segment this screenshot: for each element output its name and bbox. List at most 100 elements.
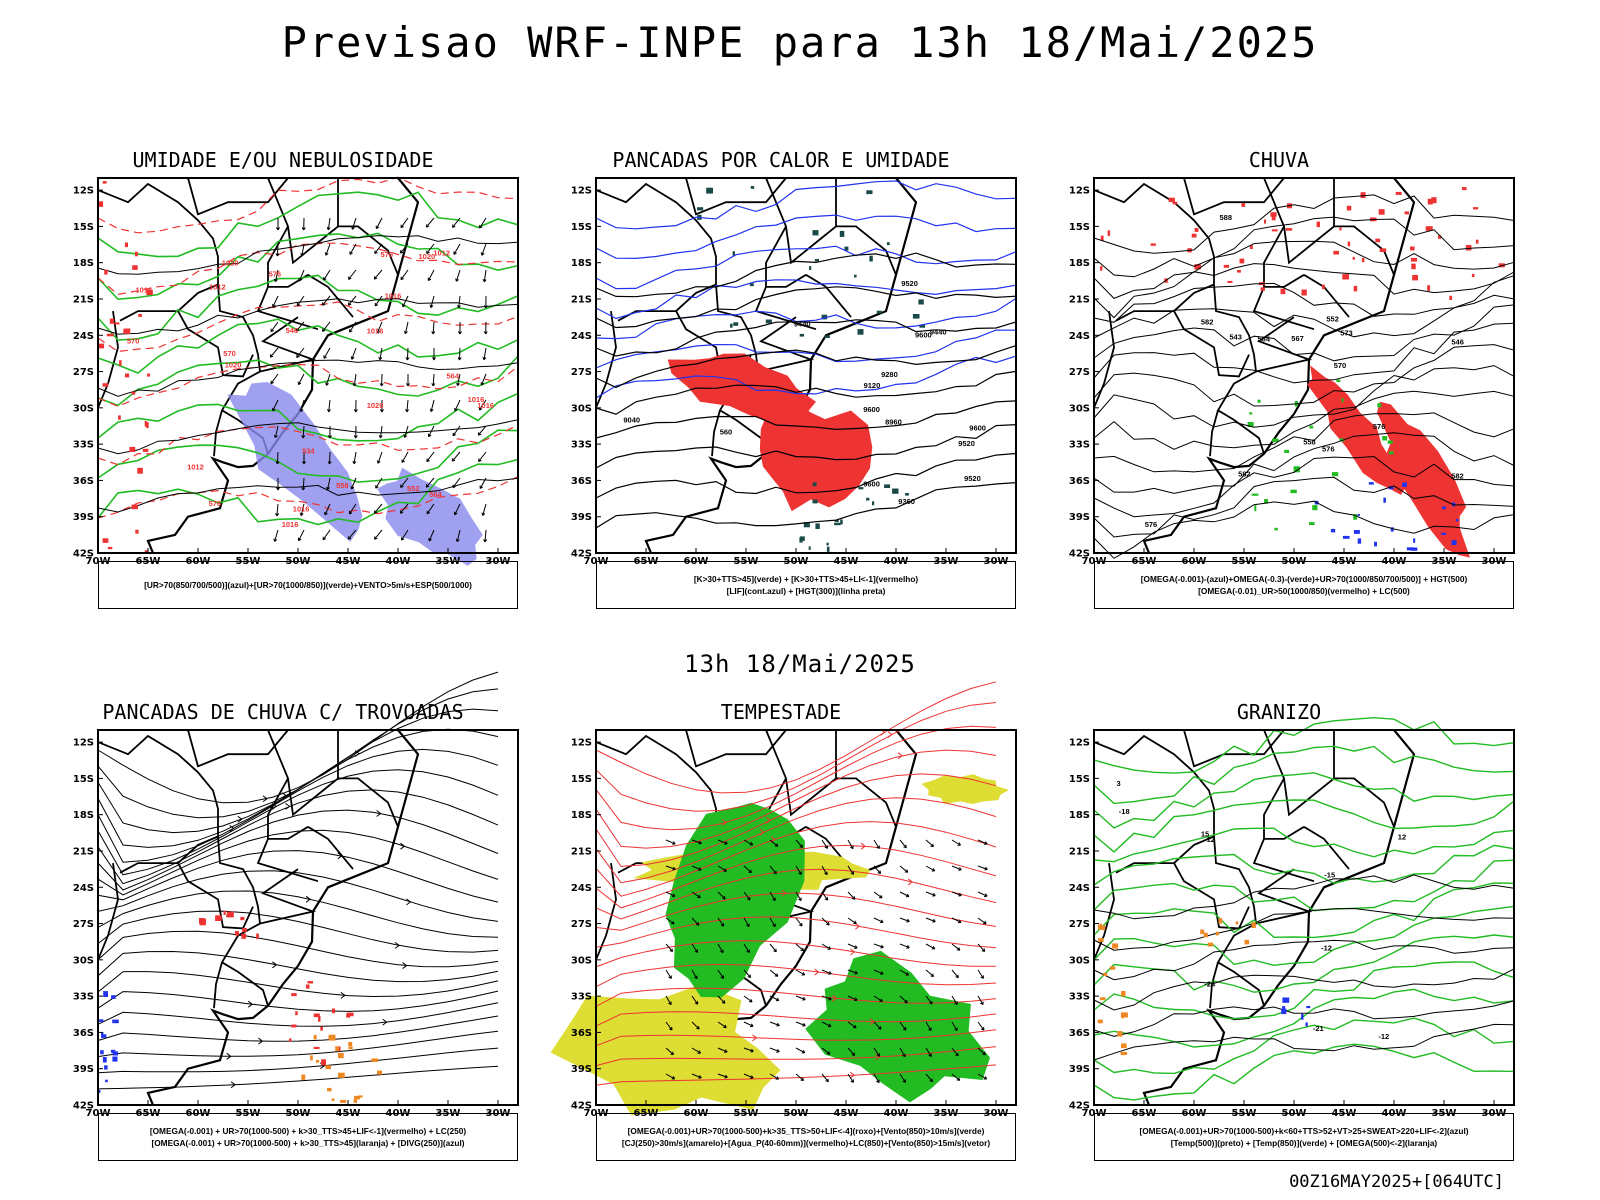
storm-speck xyxy=(371,1058,379,1062)
terrain-speck xyxy=(98,343,105,349)
wind-vector xyxy=(747,974,752,978)
map-frame xyxy=(595,177,1017,554)
wind-vector xyxy=(296,295,305,307)
wind-vector xyxy=(694,975,698,980)
wind-vector xyxy=(876,1079,880,1084)
lat-tick-label: 39S xyxy=(571,1064,592,1075)
wind-vector xyxy=(873,865,881,874)
wind-vector xyxy=(850,1079,854,1083)
border-line xyxy=(765,177,837,265)
rain-speck xyxy=(1431,197,1437,204)
streamline xyxy=(394,941,400,949)
storm-speck xyxy=(199,918,206,924)
terrain-speck xyxy=(129,446,136,452)
moisture-speck xyxy=(803,522,810,528)
wind-vector xyxy=(800,947,804,952)
wind-vector xyxy=(432,357,436,361)
terrain-speck xyxy=(137,467,143,474)
wind-vector xyxy=(406,347,409,361)
contour-label: 558 xyxy=(336,481,349,490)
wind-vector xyxy=(431,383,436,387)
wind-vector xyxy=(717,1021,727,1029)
wind-vector xyxy=(327,477,331,490)
wind-vector xyxy=(454,407,458,412)
moisture-speck xyxy=(809,266,812,271)
wind-vector xyxy=(275,487,280,491)
wind-vector xyxy=(272,303,276,308)
terrain-speck xyxy=(132,265,138,270)
storm-speck xyxy=(306,984,310,989)
lif-contour xyxy=(595,214,1017,260)
streamline xyxy=(752,1034,758,1042)
wind-vector xyxy=(691,995,699,1005)
omega-speck xyxy=(1097,1019,1103,1024)
rain-speck xyxy=(1353,530,1360,534)
wind-vector xyxy=(298,278,303,282)
lat-tick-label: 15S xyxy=(1069,774,1090,785)
contour-label: 1016 xyxy=(468,395,485,404)
divergence-speck xyxy=(100,1050,104,1055)
wind-vector xyxy=(851,896,856,900)
divergence-speck xyxy=(101,1034,107,1038)
wind-vector xyxy=(427,433,432,438)
wind-vector xyxy=(295,328,300,332)
divergence-speck xyxy=(98,1019,104,1022)
rain-speck xyxy=(1284,449,1290,453)
wind-vector xyxy=(425,477,435,488)
streamline xyxy=(814,968,820,976)
terrain-speck xyxy=(144,421,147,427)
wind-vector xyxy=(430,295,435,308)
wind-vector xyxy=(956,1077,961,1081)
wind-vector xyxy=(481,512,486,516)
moisture-speck xyxy=(866,190,873,195)
wind-vector xyxy=(698,840,702,845)
wind-vector xyxy=(847,995,858,1001)
wind-vector xyxy=(951,1047,959,1057)
moisture-speck xyxy=(732,251,735,256)
lat-tick-label: 21S xyxy=(73,846,94,857)
storm-speck xyxy=(291,1024,297,1028)
storm-speck xyxy=(353,1099,357,1103)
lat-tick-label: 33S xyxy=(1069,440,1090,451)
wind-vector xyxy=(981,948,986,952)
wind-vector xyxy=(750,1023,754,1028)
pressure-contour xyxy=(97,235,519,275)
wind-vector xyxy=(669,948,674,952)
rain-speck xyxy=(1390,527,1394,532)
lat-tick-label: 27S xyxy=(73,367,94,378)
streamline xyxy=(230,1081,236,1089)
wind-vector xyxy=(351,477,357,490)
rain-speck xyxy=(1410,257,1417,262)
lat-tick-label: 30S xyxy=(571,403,592,414)
streamline xyxy=(595,773,997,867)
wind-vector xyxy=(691,839,702,844)
wind-vector xyxy=(428,425,435,437)
border-line xyxy=(338,777,399,828)
border-line xyxy=(1334,777,1395,828)
storm-speck xyxy=(318,1016,321,1022)
omega-speck xyxy=(1109,966,1116,970)
wind-vector xyxy=(457,304,461,309)
rain-speck xyxy=(1257,399,1261,403)
storm-speck xyxy=(338,1053,344,1059)
rain-speck xyxy=(1312,505,1318,511)
panel-title: UMIDADE E/OU NEBULOSIDADE xyxy=(132,148,434,172)
streamline xyxy=(595,702,997,812)
contour-label: 1016 xyxy=(385,292,402,301)
wind-vector xyxy=(671,1076,676,1080)
wind-vector xyxy=(665,1021,673,1031)
border-line xyxy=(836,777,897,828)
wind-vector xyxy=(795,891,802,901)
wind-vector xyxy=(457,373,461,386)
wind-vector xyxy=(374,536,378,540)
terrain-speck xyxy=(142,448,149,452)
wind-vector xyxy=(665,969,672,979)
temp850-contour xyxy=(1093,799,1515,853)
wind-vector xyxy=(956,947,961,951)
streamline xyxy=(595,916,997,949)
rain-speck xyxy=(1475,239,1479,244)
wind-vector xyxy=(873,839,880,849)
wind-vector xyxy=(951,865,962,871)
contour-label: 570 xyxy=(127,337,140,346)
wind-vector xyxy=(373,269,383,280)
